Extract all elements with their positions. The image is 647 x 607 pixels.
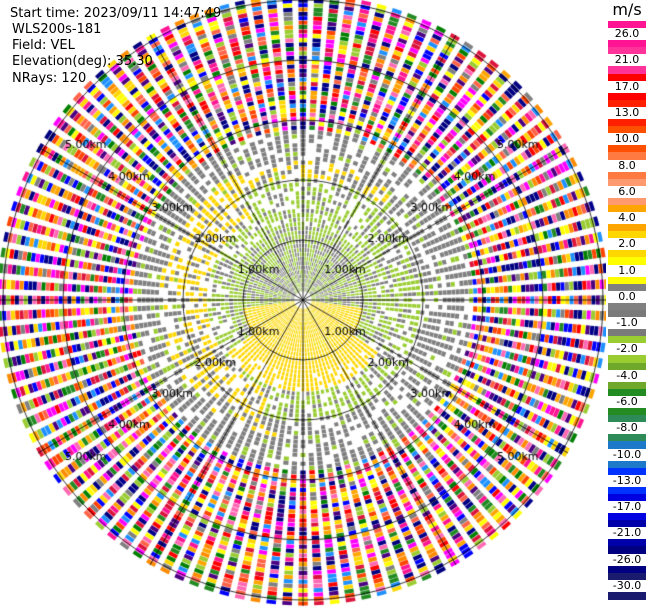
instrument-label: WLS200s-181: [12, 22, 102, 37]
colorbar-tick-label: 10.0: [608, 133, 646, 146]
colorbar-tick-label: 13.0: [608, 106, 646, 119]
colorbar-tick-label: -17.0: [608, 501, 646, 514]
colorbar-tick-label: 6.0: [608, 185, 646, 198]
colorbar-tick-label: 1.0: [608, 264, 646, 277]
colorbar-tick-label: -4.0: [608, 369, 646, 382]
field-label: Field: VEL: [12, 38, 75, 53]
colorbar-tick-label: 17.0: [608, 80, 646, 93]
colorbar-tick-label: 8.0: [608, 159, 646, 172]
nrays-label: NRays: 120: [12, 71, 87, 86]
colorbar-tick-label: 0.0: [608, 290, 646, 303]
colorbar-tick-label: -10.0: [608, 448, 646, 461]
colorbar-unit: m/s: [612, 0, 642, 19]
start-time-label: Start time: 2023/09/11 14:47:49: [10, 6, 222, 21]
colorbar-tick-label: -2.0: [608, 343, 646, 356]
colorbar-tick-label: -26.0: [608, 553, 646, 566]
colorbar-tick-label: -21.0: [608, 527, 646, 540]
colorbar-tick-label: -8.0: [608, 422, 646, 435]
ppi-plot: [0, 0, 606, 607]
ppi-canvas: [0, 0, 606, 607]
colorbar-tick-label: 4.0: [608, 212, 646, 225]
elevation-label: Elevation(deg): 35.30: [12, 54, 153, 69]
colorbar-tick-label: 26.0: [608, 28, 646, 41]
colorbar-tick-label: 21.0: [608, 54, 646, 67]
colorbar-tick-label: -1.0: [608, 317, 646, 330]
colorbar: 26.0 21.0 17.0 13.0 10.0 8.0 6.0 4.0 2.0 1.0 0.0 -1…: [608, 21, 646, 600]
colorbar-tick-label: -30.0: [608, 579, 646, 592]
colorbar-tick-label: 2.0: [608, 238, 646, 251]
colorbar-tick-label: -6.0: [608, 395, 646, 408]
colorbar-tick-label: -13.0: [608, 474, 646, 487]
